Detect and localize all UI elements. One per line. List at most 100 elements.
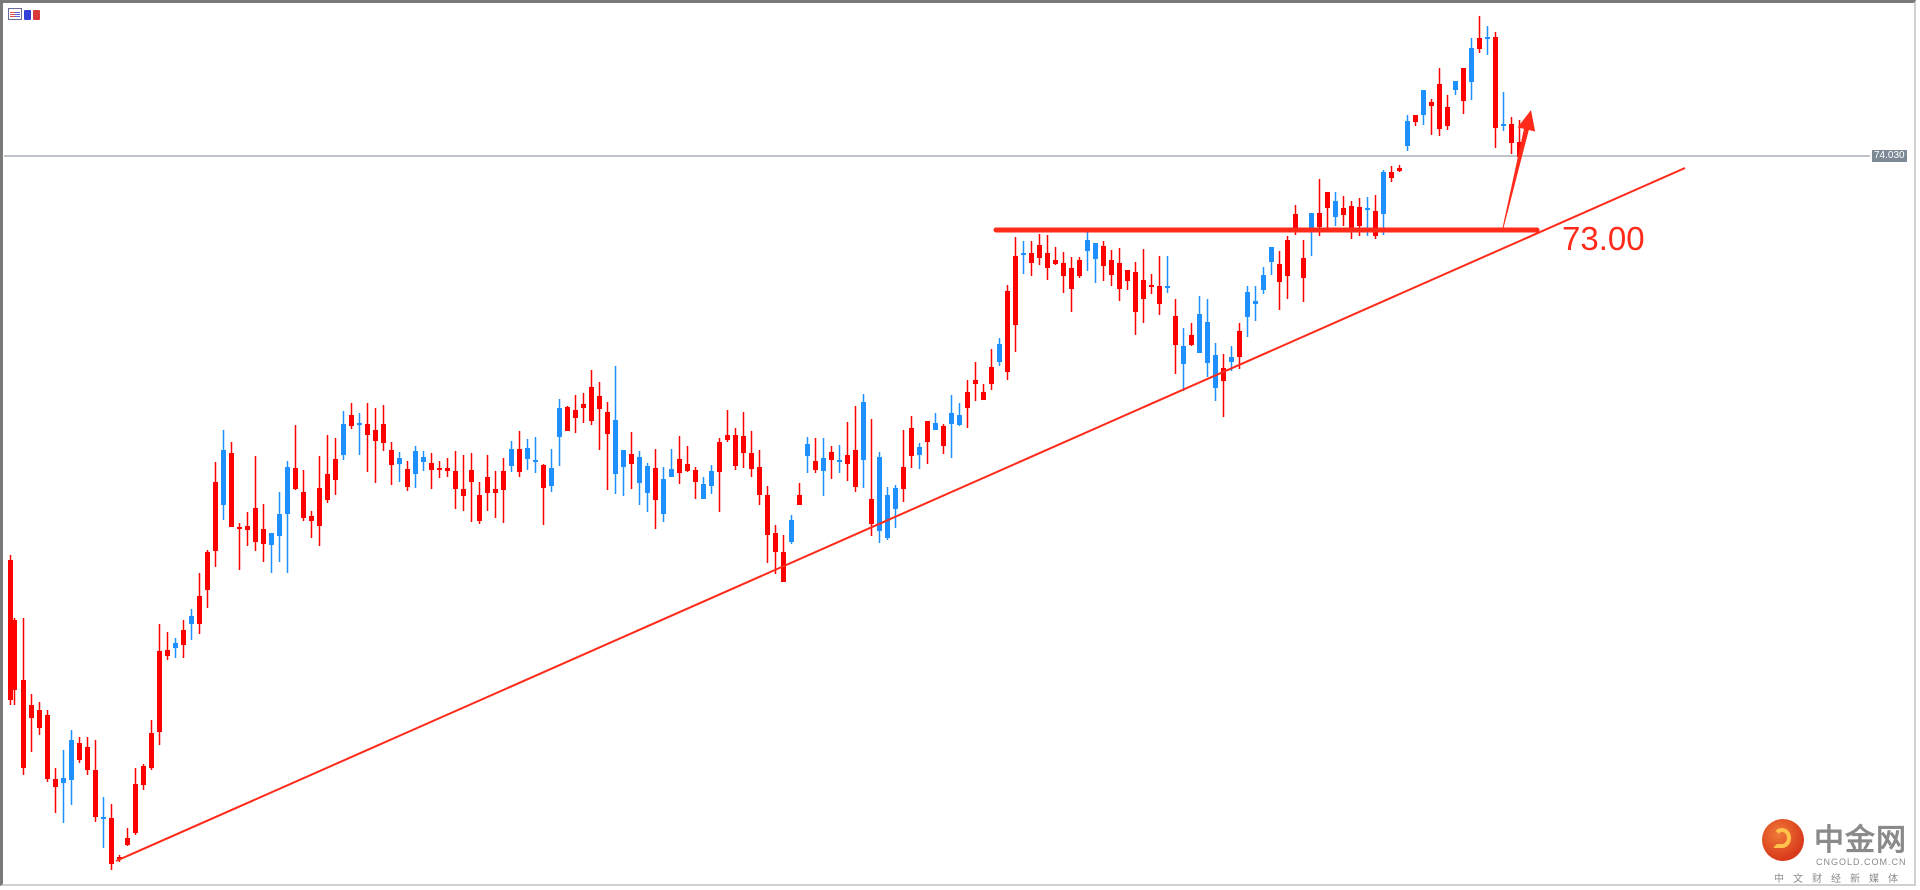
candle xyxy=(1237,323,1242,369)
candle xyxy=(389,442,394,485)
bar-chart-icon[interactable] xyxy=(24,8,40,20)
candle xyxy=(413,446,418,488)
candle xyxy=(973,362,978,401)
candle xyxy=(1349,201,1354,239)
candle xyxy=(949,395,954,458)
candle xyxy=(1005,285,1010,380)
candle xyxy=(1069,257,1074,312)
candle xyxy=(1389,166,1394,182)
candle xyxy=(461,455,466,511)
candle xyxy=(109,804,114,870)
candle xyxy=(933,413,938,430)
candle xyxy=(1445,95,1450,130)
candle xyxy=(1453,81,1458,95)
candle xyxy=(405,461,410,491)
candle xyxy=(1021,241,1026,274)
candle xyxy=(757,450,762,505)
candle xyxy=(533,437,538,473)
candle xyxy=(925,421,930,464)
candle xyxy=(669,449,674,477)
candle xyxy=(229,442,234,527)
candle xyxy=(837,445,842,473)
candle xyxy=(1149,274,1154,294)
cngold-logo: 中金网 CNGOLD.COM.CN 中文财经新媒体 xyxy=(1760,815,1910,885)
ascending-trendline[interactable] xyxy=(115,167,1686,862)
candle xyxy=(213,462,218,567)
candle xyxy=(1413,115,1418,126)
candle xyxy=(941,424,946,454)
candle xyxy=(445,458,450,477)
toolbar xyxy=(8,8,40,20)
candle xyxy=(677,436,682,484)
candle xyxy=(1333,192,1338,226)
candle xyxy=(821,438,826,496)
candle xyxy=(1229,346,1234,371)
logo-tagline: 中文财经新媒体 xyxy=(1774,874,1907,885)
candle xyxy=(29,694,34,752)
candle xyxy=(1037,234,1042,265)
candle xyxy=(717,438,722,512)
candle xyxy=(45,710,50,782)
candle xyxy=(1157,256,1162,315)
candle xyxy=(1469,38,1474,100)
candle xyxy=(1093,243,1098,283)
candle xyxy=(1197,296,1202,353)
candle xyxy=(501,458,506,523)
candle xyxy=(309,511,314,538)
candle xyxy=(1029,241,1034,276)
candle xyxy=(981,384,986,400)
candle xyxy=(1269,247,1274,275)
candle xyxy=(629,432,634,489)
candle xyxy=(1181,328,1186,391)
candle xyxy=(173,638,178,658)
candle xyxy=(1437,68,1442,136)
candle xyxy=(957,403,962,426)
candle xyxy=(1277,251,1282,310)
candle xyxy=(397,452,402,482)
candle xyxy=(829,446,834,479)
candle xyxy=(477,482,482,524)
logo-emblem-icon xyxy=(1762,819,1804,861)
candle xyxy=(1421,90,1426,125)
candle xyxy=(541,464,546,525)
candle xyxy=(557,399,562,466)
candle xyxy=(301,470,306,521)
candle xyxy=(349,403,354,429)
candle xyxy=(741,412,746,468)
candle xyxy=(12,618,17,705)
candle xyxy=(781,535,786,582)
candle xyxy=(181,620,186,658)
candle xyxy=(285,461,290,573)
candle xyxy=(1341,196,1346,226)
candle xyxy=(869,419,874,536)
candle xyxy=(661,467,666,522)
candle xyxy=(1053,247,1058,265)
candle xyxy=(53,768,58,813)
up-arrow-icon[interactable] xyxy=(1502,110,1536,229)
candle xyxy=(1261,267,1266,294)
candle xyxy=(269,533,274,573)
candle xyxy=(589,370,594,425)
candle xyxy=(573,395,578,433)
candle xyxy=(733,428,738,470)
candle xyxy=(1221,354,1226,417)
candle xyxy=(493,471,498,518)
candle xyxy=(517,431,522,477)
candle xyxy=(725,410,730,442)
candle xyxy=(1013,237,1018,352)
candle xyxy=(693,467,698,499)
candle xyxy=(549,449,554,492)
candle xyxy=(853,406,858,492)
candle xyxy=(1397,165,1402,172)
candle xyxy=(1085,228,1090,271)
candle xyxy=(333,438,338,495)
candle xyxy=(277,492,282,562)
candle xyxy=(685,446,690,472)
table-icon[interactable] xyxy=(8,8,22,20)
candle xyxy=(765,486,770,563)
candle xyxy=(901,430,906,502)
candle xyxy=(141,764,146,790)
candle xyxy=(1061,252,1066,293)
